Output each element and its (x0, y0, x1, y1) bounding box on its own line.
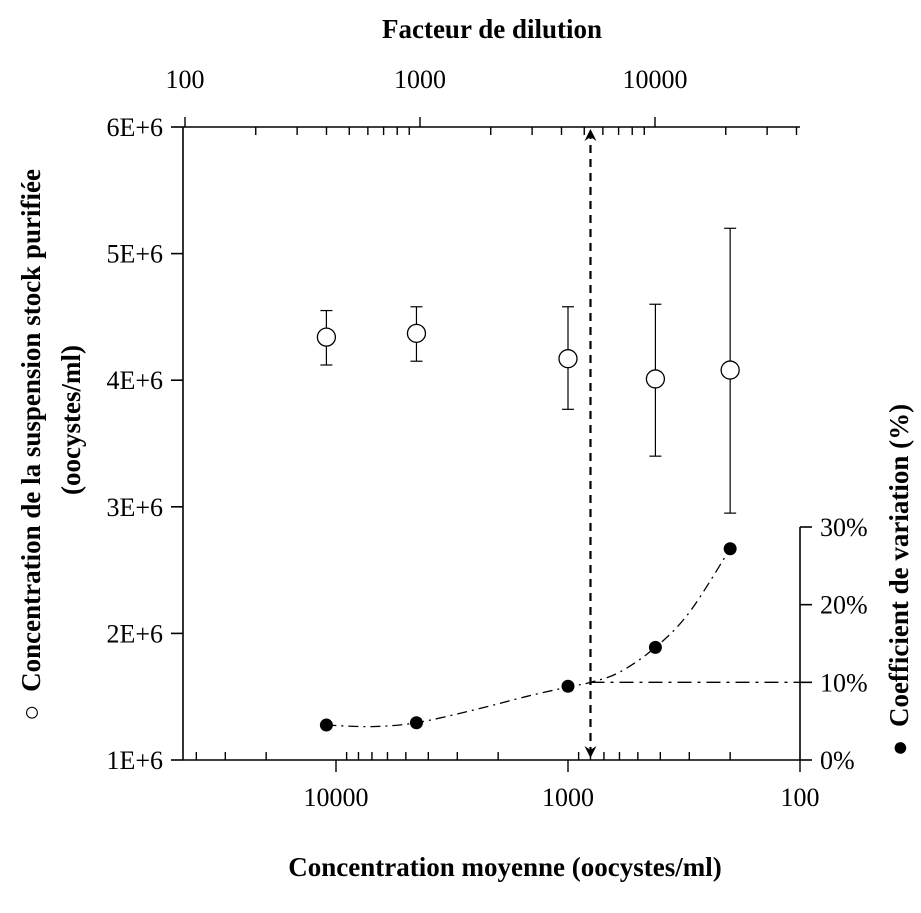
y-left-tick-label: 2E+6 (106, 619, 163, 648)
open-circle-point (406, 323, 427, 344)
open-circle-point (645, 369, 666, 389)
x-bottom-tick-label: 100 (781, 783, 820, 812)
x-top-tick-label: 100 (166, 65, 205, 94)
cv-trend-curve (326, 548, 731, 728)
filled-circle-point (319, 718, 333, 732)
filled-circle-point (723, 542, 737, 556)
x-bottom-tick-label: 1000 (542, 783, 594, 812)
open-circle-point (316, 327, 337, 347)
filled-circle-point (409, 716, 423, 730)
filled-circle-legend-icon: ● (884, 740, 914, 756)
x-axis-title: Concentration moyenne (oocystes/ml) (288, 852, 721, 882)
open-circle-point (720, 360, 740, 380)
x-top-tick-label: 10000 (623, 65, 688, 94)
open-circle-legend-icon: ○ (16, 705, 46, 721)
y-left-tick-label: 6E+6 (106, 113, 163, 142)
x-bottom-tick-label: 10000 (304, 783, 369, 812)
filled-circle-point (561, 679, 575, 693)
left-axis-title-line1: ○ Concentration de la suspension stock p… (16, 169, 46, 721)
filled-circle-point (648, 640, 662, 654)
y-left-tick-label: 3E+6 (106, 493, 163, 522)
top-axis-title: Facteur de dilution (382, 14, 602, 44)
y-right-tick-label: 30% (820, 513, 868, 542)
right-axis-title: ● Coefficient de variation (%) (884, 404, 914, 756)
plot-area (316, 129, 800, 758)
left-axis-title-line2: (oocystes/ml) (56, 345, 86, 495)
ticks: 1E+6 2E+6 3E+6 4E+6 5E+6 6E+6 0% 10% 20% 30% 10000… (106, 65, 867, 812)
y-left-tick-label: 5E+6 (106, 240, 163, 269)
open-circle-point (558, 349, 578, 369)
y-left-tick-label: 1E+6 (106, 746, 163, 775)
x-top-tick-label: 1000 (394, 65, 446, 94)
y-right-tick-label: 0% (820, 746, 855, 775)
y-right-tick-label: 10% (820, 668, 868, 697)
y-right-tick-label: 20% (820, 591, 868, 620)
y-left-tick-label: 4E+6 (106, 366, 163, 395)
